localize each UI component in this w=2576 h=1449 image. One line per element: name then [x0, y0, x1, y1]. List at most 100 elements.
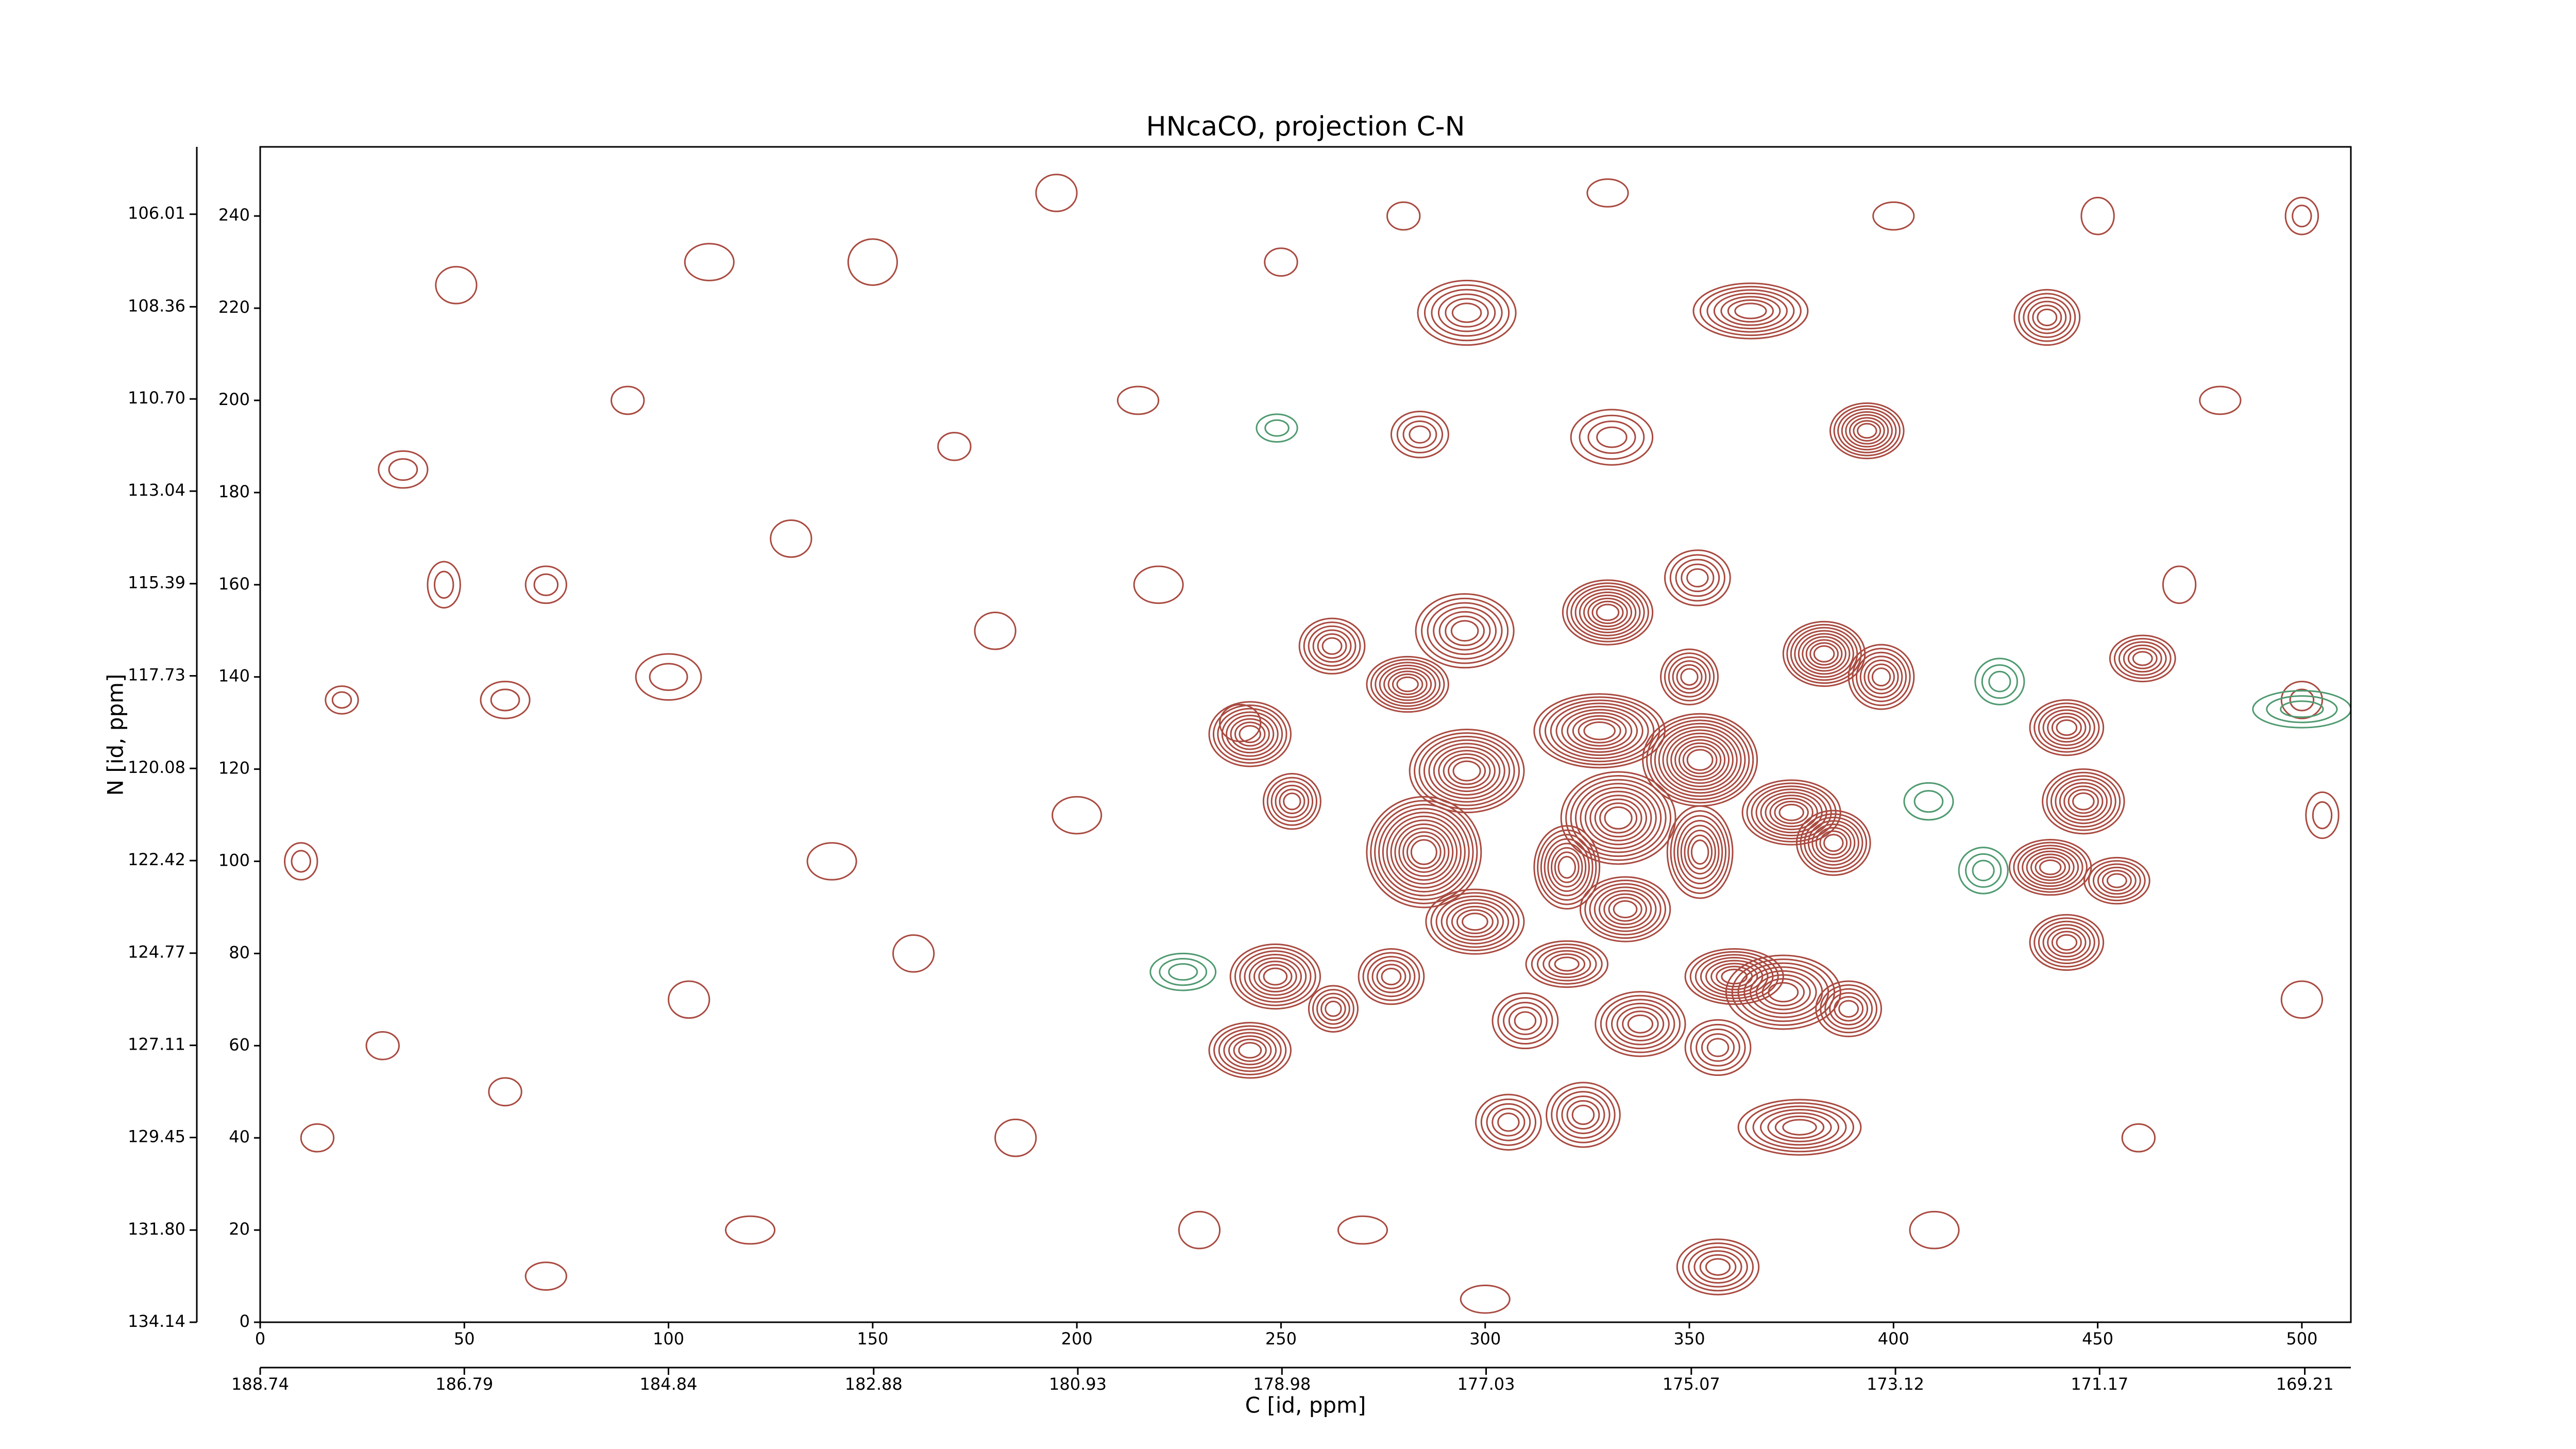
contour-line [1676, 1238, 1760, 1295]
contour-line [2284, 196, 2319, 235]
contour-line [1690, 1023, 1746, 1071]
contour-line [1594, 886, 1657, 932]
contour-line [1579, 876, 1671, 942]
contour-line [1670, 810, 1730, 895]
contour-line [1417, 279, 1517, 346]
contour-line [2047, 712, 2087, 743]
contour-line [1492, 992, 1559, 1050]
x2-tick-label: 175.07 [1663, 1374, 1720, 1394]
contour-line [1566, 582, 1649, 643]
contour-line [1627, 1014, 1654, 1034]
contour-line [1256, 413, 1298, 443]
contour-line [2033, 702, 2100, 753]
contour-line [2088, 860, 2146, 901]
contour-line [427, 561, 461, 609]
y2-tick-label: 113.04 [128, 480, 185, 500]
contour-line [1604, 806, 1633, 830]
contour-line [1974, 658, 2025, 705]
contour-line [1226, 715, 1275, 754]
contour-line [488, 1077, 522, 1107]
y2-tick-label: 115.39 [128, 573, 185, 593]
contour-line [994, 1118, 1037, 1157]
contour-line [1871, 667, 1891, 687]
contour-line [1611, 1002, 1670, 1046]
contour-line [1750, 970, 1817, 1015]
contour-line [1437, 293, 1496, 332]
contour-line [1769, 798, 1814, 828]
contour-line [2022, 848, 2079, 887]
y2-tick-label: 129.45 [128, 1126, 185, 1146]
x-tick-label: 200 [1061, 1329, 1093, 1349]
contour-line [1605, 999, 1675, 1050]
contour-line [1988, 670, 2011, 693]
x-tick-label: 300 [1469, 1329, 1501, 1349]
contour-line [1258, 964, 1293, 989]
contour-line [2109, 634, 2176, 683]
contour-line [1409, 729, 1525, 814]
contour-line [1234, 721, 1266, 747]
contour-line [1370, 659, 1445, 710]
contour-line [1371, 959, 1411, 993]
contour-line [1841, 411, 1893, 451]
contour-line [2030, 853, 2071, 881]
y2-tick-label: 131.80 [128, 1219, 185, 1239]
contour-line [1283, 793, 1301, 811]
contour-line [524, 1261, 567, 1291]
contour-line [2312, 801, 2333, 830]
contour-line [1598, 890, 1652, 929]
contour-line [1686, 568, 1709, 588]
contour-line [1594, 798, 1642, 838]
contour-line [1570, 585, 1645, 639]
contour-line [2059, 782, 2108, 821]
contour-line [1705, 1258, 1731, 1276]
plot-area [284, 174, 2351, 1314]
contour-line [635, 653, 702, 701]
contour-line [1421, 597, 1509, 664]
contour-line [1460, 1284, 1511, 1314]
y2-tick-label: 108.36 [128, 296, 185, 315]
contour-line [1451, 302, 1482, 323]
contour-line [1567, 712, 1633, 750]
contour-line [1562, 579, 1654, 646]
contour-line [2035, 856, 2066, 879]
contour-line [1710, 963, 1758, 990]
contour-line [1670, 736, 1730, 784]
contour-line [1690, 839, 1709, 865]
contour-line [1546, 1082, 1621, 1148]
contour-line [1859, 655, 1903, 698]
contour-line [2280, 980, 2324, 1019]
x2-tick-label: 173.12 [1867, 1374, 1924, 1394]
contour-line [1497, 1113, 1520, 1132]
contour-line [1446, 902, 1504, 941]
contour-line [1386, 201, 1421, 231]
contour-line [2055, 779, 2112, 824]
x2-tick-label: 180.93 [1049, 1374, 1107, 1394]
contour-line [1675, 559, 1720, 597]
contour-line [1456, 909, 1494, 934]
y-tick-label: 240 [218, 205, 250, 225]
contour-line [2266, 695, 2338, 723]
contour-line [1587, 597, 1628, 628]
contour-line [1450, 620, 1479, 642]
contour-line [1672, 660, 1707, 694]
contour-line [365, 1031, 400, 1060]
contour-line [2051, 716, 2082, 739]
contour-line [1312, 989, 1354, 1029]
contour-line [1680, 824, 1720, 880]
contour-line [1303, 621, 1361, 671]
contour-line [2027, 300, 2067, 334]
contour-line [1387, 670, 1428, 698]
contour-line [433, 570, 454, 599]
x2-tick-label: 188.74 [231, 1374, 289, 1394]
contour-line [1746, 782, 1837, 843]
contour-line [1560, 771, 1676, 865]
contour-line [1650, 719, 1750, 800]
contour-line [1853, 420, 1882, 442]
contour-line [1316, 992, 1350, 1025]
contour-line [1234, 947, 1316, 1006]
contour-line [1786, 624, 1862, 684]
x-tick-label: 50 [454, 1329, 475, 1349]
contour-line [1838, 1000, 1859, 1018]
contour-line [1800, 813, 1868, 873]
